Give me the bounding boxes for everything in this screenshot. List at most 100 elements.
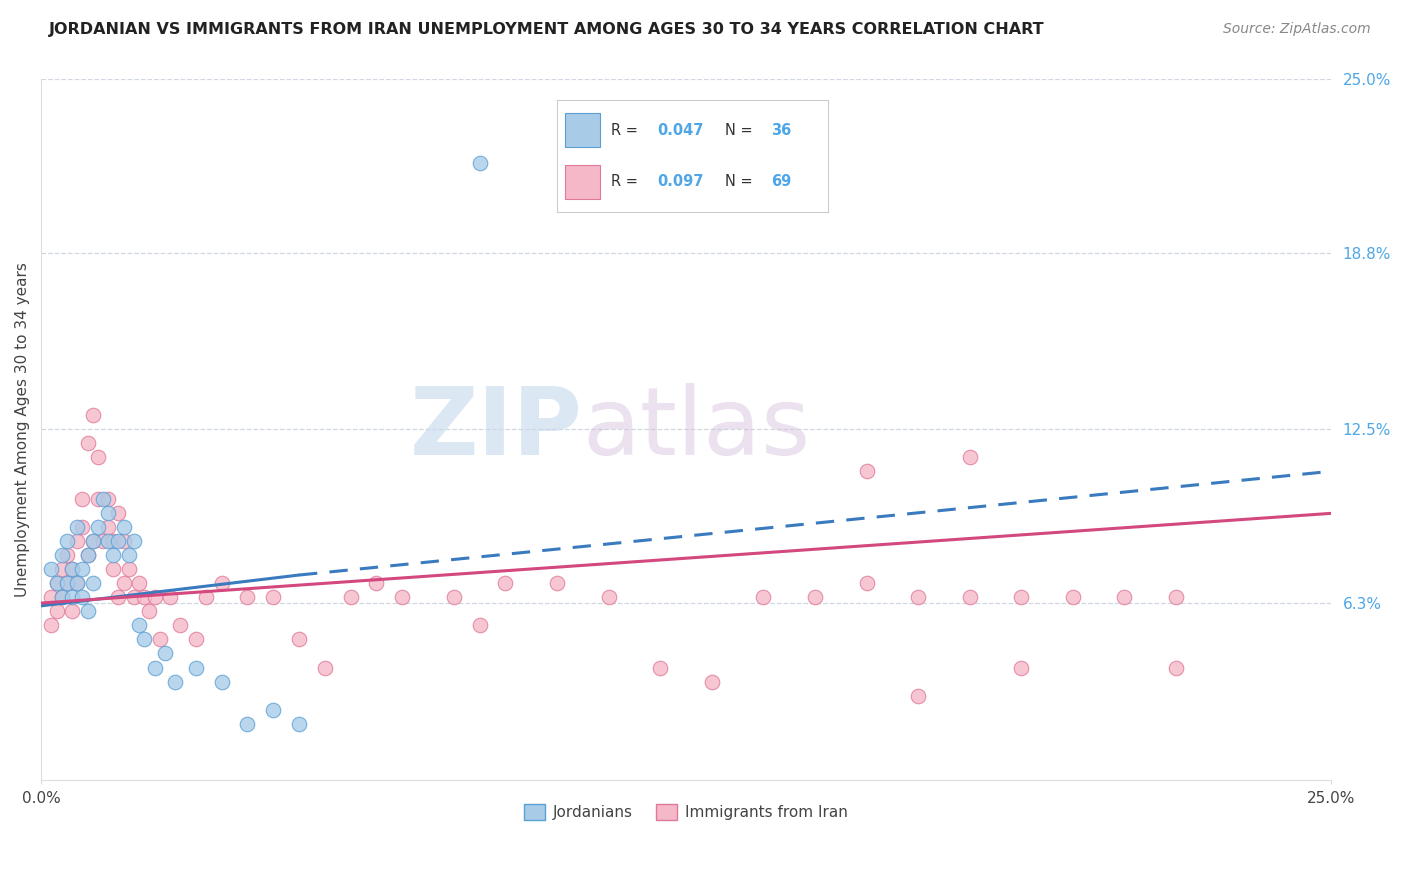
Point xyxy=(107,591,129,605)
Point xyxy=(72,520,94,534)
Point xyxy=(118,549,141,563)
Point xyxy=(122,534,145,549)
Point xyxy=(76,604,98,618)
Point xyxy=(494,576,516,591)
Point xyxy=(211,674,233,689)
Point xyxy=(82,534,104,549)
Point xyxy=(45,576,67,591)
Point xyxy=(184,632,207,647)
Legend: Jordanians, Immigrants from Iran: Jordanians, Immigrants from Iran xyxy=(519,799,852,824)
Point xyxy=(97,507,120,521)
Point xyxy=(82,534,104,549)
Point xyxy=(236,591,259,605)
Point xyxy=(468,618,491,632)
Point xyxy=(72,562,94,576)
Point xyxy=(112,576,135,591)
Point xyxy=(804,591,827,605)
Point xyxy=(855,464,877,478)
Point xyxy=(60,604,83,618)
Point xyxy=(103,534,125,549)
Point xyxy=(288,716,311,731)
Point xyxy=(1010,591,1032,605)
Point xyxy=(169,618,191,632)
Point xyxy=(959,450,981,465)
Point xyxy=(76,549,98,563)
Point xyxy=(262,591,284,605)
Point xyxy=(366,576,388,591)
Point xyxy=(56,576,79,591)
Point xyxy=(41,618,63,632)
Point xyxy=(752,591,775,605)
Point xyxy=(134,632,156,647)
Point xyxy=(468,156,491,170)
Point xyxy=(51,591,73,605)
Point xyxy=(45,576,67,591)
Point xyxy=(907,689,929,703)
Point xyxy=(66,520,89,534)
Point xyxy=(97,534,120,549)
Text: Source: ZipAtlas.com: Source: ZipAtlas.com xyxy=(1223,22,1371,37)
Point xyxy=(112,520,135,534)
Point xyxy=(1010,660,1032,674)
Point xyxy=(82,576,104,591)
Point xyxy=(128,618,150,632)
Point xyxy=(546,576,568,591)
Point xyxy=(1114,591,1136,605)
Point xyxy=(91,534,114,549)
Point xyxy=(907,591,929,605)
Point xyxy=(87,492,110,507)
Point xyxy=(598,591,620,605)
Point xyxy=(128,576,150,591)
Point xyxy=(391,591,413,605)
Point xyxy=(112,534,135,549)
Point xyxy=(165,674,187,689)
Point xyxy=(60,562,83,576)
Point xyxy=(66,576,89,591)
Point xyxy=(66,576,89,591)
Point xyxy=(45,604,67,618)
Point xyxy=(1062,591,1084,605)
Point xyxy=(60,591,83,605)
Point xyxy=(51,549,73,563)
Text: ZIP: ZIP xyxy=(411,384,583,475)
Point xyxy=(262,702,284,716)
Point xyxy=(134,591,156,605)
Point xyxy=(149,632,172,647)
Point xyxy=(41,562,63,576)
Point xyxy=(159,591,181,605)
Text: atlas: atlas xyxy=(583,384,811,475)
Point xyxy=(97,520,120,534)
Point xyxy=(82,409,104,423)
Text: JORDANIAN VS IMMIGRANTS FROM IRAN UNEMPLOYMENT AMONG AGES 30 TO 34 YEARS CORRELA: JORDANIAN VS IMMIGRANTS FROM IRAN UNEMPL… xyxy=(49,22,1045,37)
Point xyxy=(1164,660,1187,674)
Point xyxy=(76,436,98,450)
Point xyxy=(51,591,73,605)
Y-axis label: Unemployment Among Ages 30 to 34 years: Unemployment Among Ages 30 to 34 years xyxy=(15,262,30,597)
Point xyxy=(184,660,207,674)
Point xyxy=(107,534,129,549)
Point xyxy=(122,591,145,605)
Point xyxy=(143,591,166,605)
Point xyxy=(72,591,94,605)
Point xyxy=(855,576,877,591)
Point xyxy=(72,492,94,507)
Point xyxy=(959,591,981,605)
Point xyxy=(41,591,63,605)
Point xyxy=(107,507,129,521)
Point xyxy=(87,520,110,534)
Point xyxy=(143,660,166,674)
Point xyxy=(87,450,110,465)
Point xyxy=(56,534,79,549)
Point xyxy=(650,660,672,674)
Point xyxy=(236,716,259,731)
Point xyxy=(288,632,311,647)
Point xyxy=(56,576,79,591)
Point xyxy=(153,647,176,661)
Point xyxy=(138,604,160,618)
Point xyxy=(339,591,361,605)
Point xyxy=(60,562,83,576)
Point xyxy=(700,674,723,689)
Point xyxy=(1164,591,1187,605)
Point xyxy=(314,660,336,674)
Point xyxy=(103,549,125,563)
